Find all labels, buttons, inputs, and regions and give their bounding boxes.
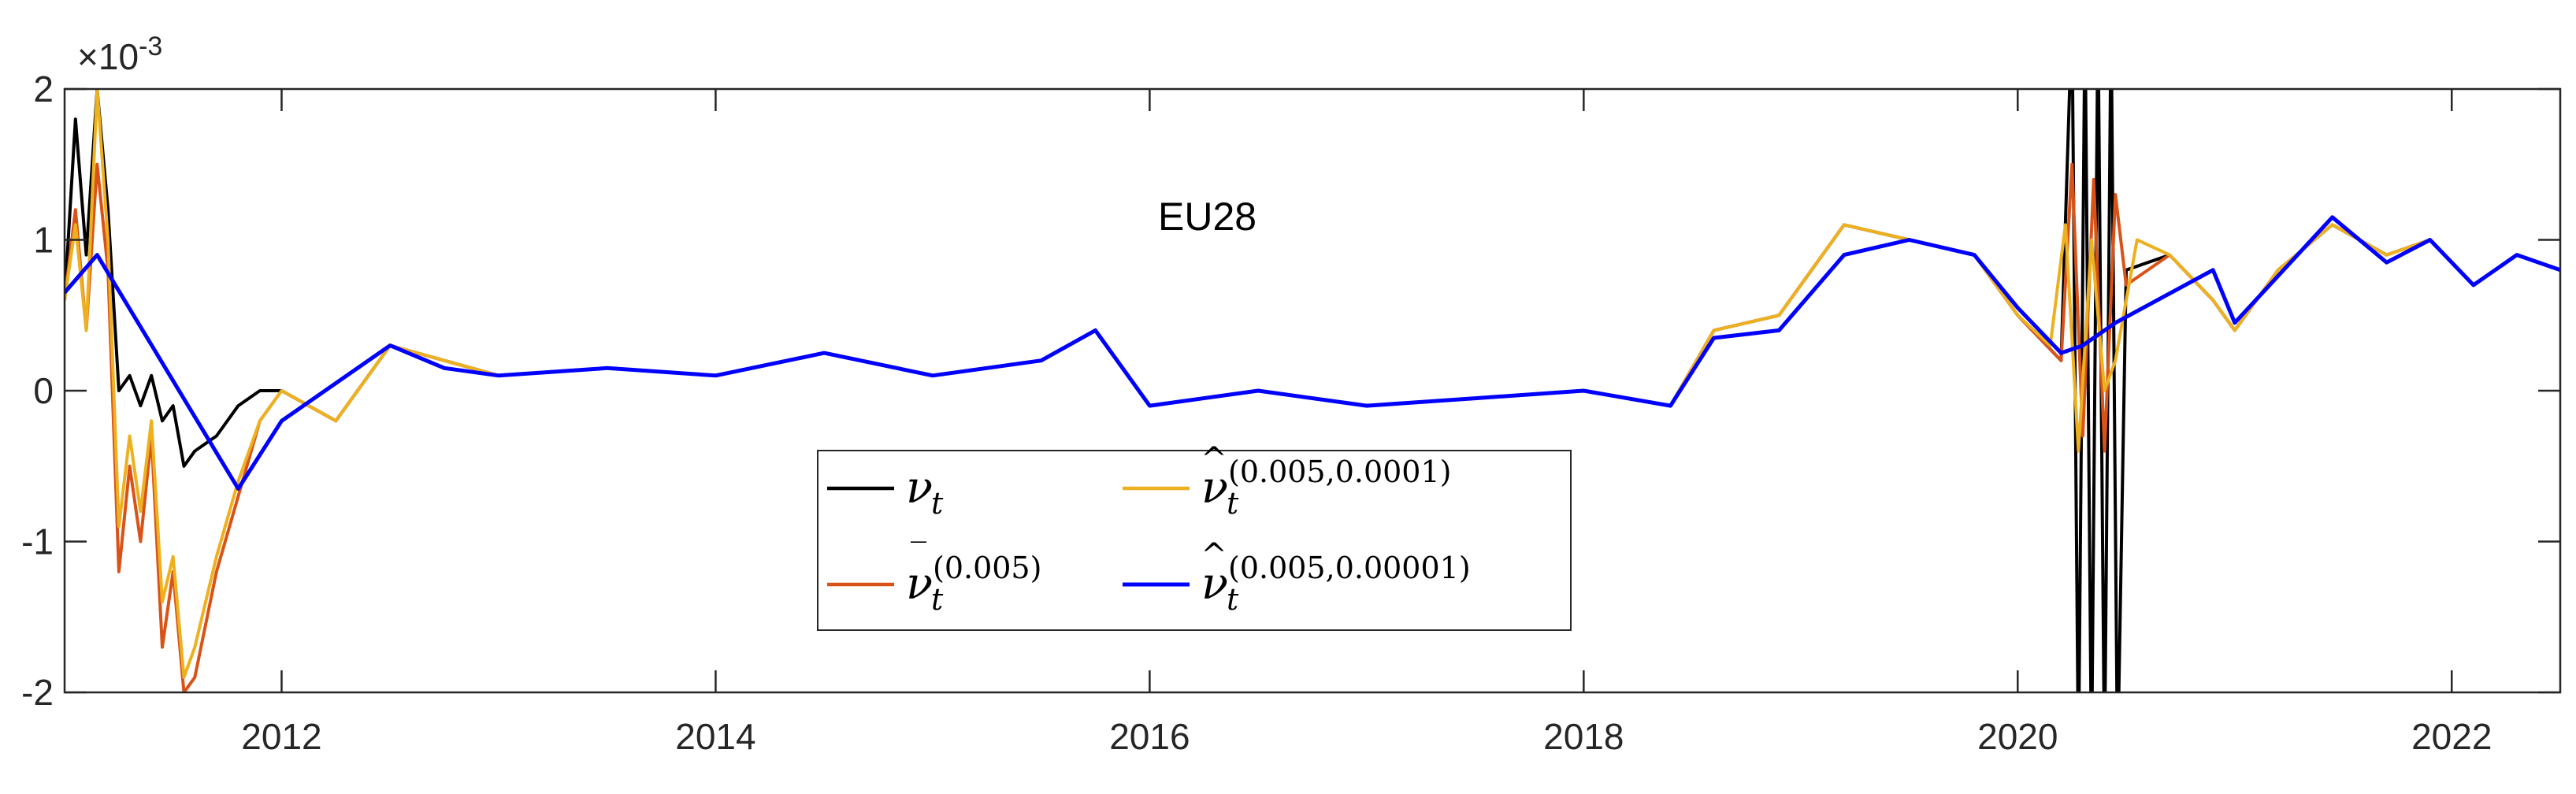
legend-superscript: (0.005): [933, 551, 1041, 585]
ticks-layer: 2012 2014 2016 2018 2020 2022 -2 -1 0 1 2: [21, 69, 2560, 757]
legend-subscript: t: [931, 582, 944, 617]
x-tick-label: 2018: [1543, 716, 1624, 757]
chart-annotation: EU28: [1158, 195, 1256, 239]
legend-symbol: ν: [906, 462, 933, 514]
legend-symbol: ν: [1201, 462, 1228, 514]
y-exponent-base: ×10: [77, 36, 139, 77]
y-exponent-label: ×10-3: [77, 32, 162, 77]
legend-symbol: ν: [906, 558, 933, 610]
x-tick-label: 2020: [1977, 716, 2058, 757]
legend-accent: ^: [1201, 441, 1227, 477]
x-tick-label: 2022: [2411, 716, 2492, 757]
series-line-4: [65, 215, 2560, 491]
legend-superscript: (0.005,0.00001): [1228, 551, 1471, 585]
legend-subscript: t: [931, 486, 944, 521]
y-tick-label: -1: [21, 521, 54, 562]
x-tick-label: 2016: [1109, 716, 1190, 757]
x-tick-label: 2014: [675, 716, 755, 757]
legend-accent: ^: [1201, 537, 1227, 573]
y-exponent-power: -3: [139, 32, 162, 61]
legend: νtν‾t(0.005)ν^t(0.005,0.0001)ν^t(0.005,0…: [817, 441, 1572, 631]
legend-box: [817, 450, 1572, 631]
legend-subscript: t: [1227, 582, 1239, 617]
legend-entries: νtν‾t(0.005)ν^t(0.005,0.0001)ν^t(0.005,0…: [827, 441, 1471, 617]
legend-accent: ‾: [911, 537, 926, 573]
series-layer: [65, 89, 2560, 692]
y-tick-label: 0: [33, 370, 54, 411]
legend-symbol: ν: [1201, 558, 1228, 610]
legend-superscript: (0.005,0.0001): [1228, 455, 1451, 489]
y-tick-label: 1: [33, 220, 54, 261]
x-tick-label: 2012: [241, 716, 321, 757]
legend-subscript: t: [1227, 486, 1239, 521]
y-tick-label: 2: [33, 69, 54, 109]
y-tick-label: -2: [21, 672, 54, 713]
